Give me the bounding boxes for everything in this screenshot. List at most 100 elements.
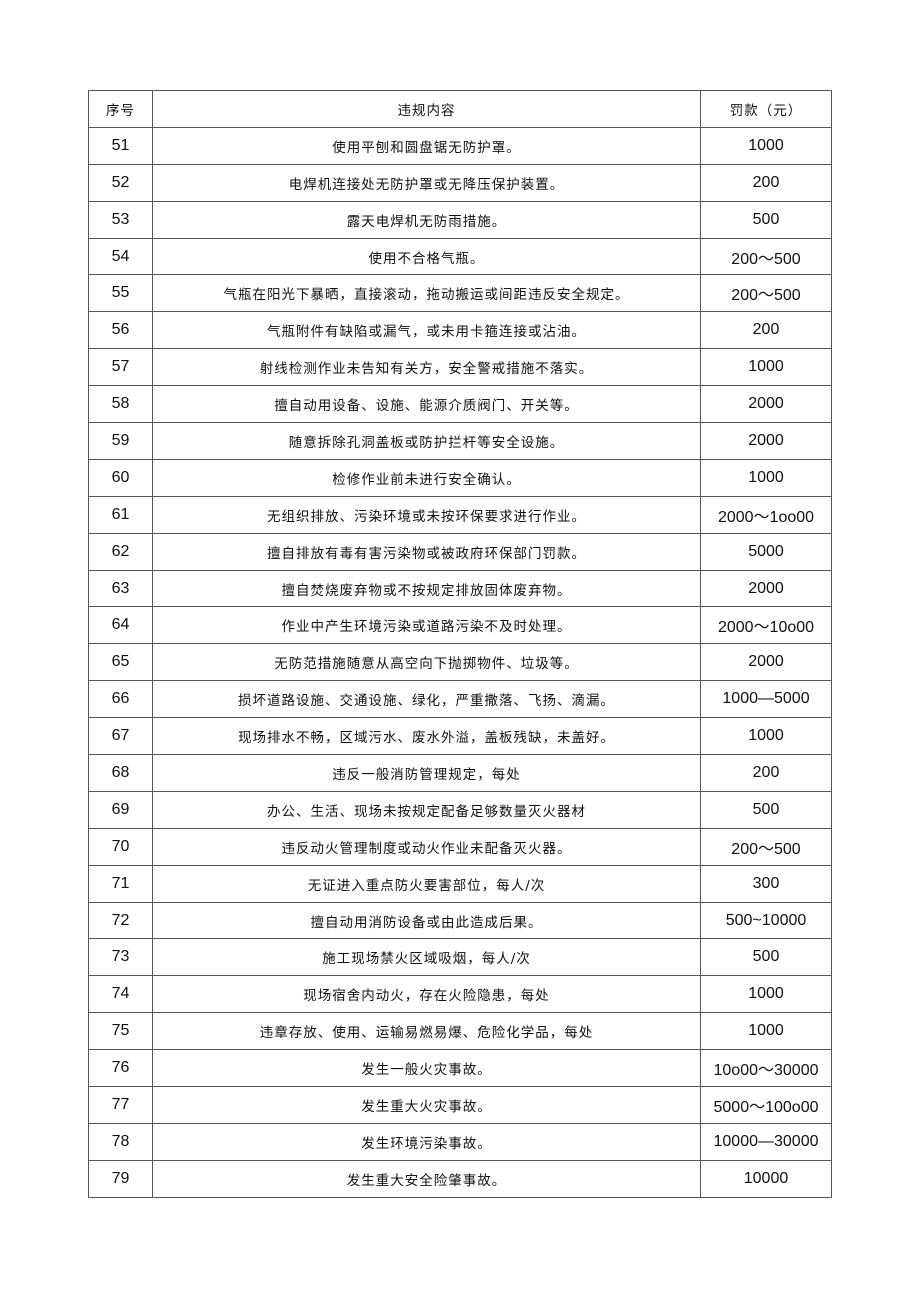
table-row: 53 露天电焊机无防雨措施。 500: [88, 200, 832, 239]
row-violation: 气瓶在阳光下暴晒，直接滚动，拖动搬运或间距违反安全规定。: [152, 274, 701, 313]
row-fine: 500~10000: [700, 901, 832, 940]
row-violation: 发生一般火灾事故。: [152, 1049, 701, 1088]
table-row: 56 气瓶附件有缺陷或漏气，或未用卡箍连接或沾油。 200: [88, 311, 832, 350]
row-fine: 200: [700, 754, 832, 792]
row-fine: 200: [700, 163, 832, 202]
row-index: 60: [88, 458, 153, 497]
row-violation: 电焊机连接处无防护罩或无降压保护装置。: [152, 163, 701, 202]
table-row: 66 损坏道路设施、交通设施、绿化，严重撒落、飞扬、滴漏。 1000—5000: [88, 680, 832, 719]
row-fine: 2000: [700, 385, 832, 424]
table-row: 61 无组织排放、污染环境或未按环保要求进行作业。 2000～1oo00: [88, 495, 832, 534]
row-index: 59: [88, 422, 153, 460]
header-violation: 违规内容: [152, 90, 701, 128]
table-row: 73 施工现场禁火区域吸烟，每人/次 500: [88, 938, 832, 977]
row-index: 67: [88, 717, 153, 756]
row-fine: 2000: [700, 422, 832, 460]
row-violation: 发生重大火灾事故。: [152, 1086, 701, 1124]
row-index: 73: [88, 938, 153, 977]
row-index: 55: [88, 274, 153, 313]
table-row: 52 电焊机连接处无防护罩或无降压保护装置。 200: [88, 163, 832, 202]
table-row: 72 擅自动用消防设备或由此造成后果。 500~10000: [88, 901, 832, 940]
table-row: 54 使用不合格气瓶。 200～500: [88, 237, 832, 276]
row-fine: 300: [700, 864, 832, 903]
row-fine: 1000: [700, 348, 832, 387]
header-index: 序号: [88, 90, 153, 128]
row-index: 53: [88, 200, 153, 239]
table-row: 71 无证进入重点防火要害部位，每人/次 300: [88, 864, 832, 903]
row-fine: 200～500: [700, 274, 832, 313]
row-index: 66: [88, 680, 153, 719]
row-violation: 使用平刨和圆盘锯无防护罩。: [152, 126, 701, 165]
table-row: 59 随意拆除孔洞盖板或防护拦杆等安全设施。 2000: [88, 422, 832, 460]
table-row: 51 使用平刨和圆盘锯无防护罩。 1000: [88, 126, 832, 165]
row-fine: 5000: [700, 532, 832, 571]
table-row: 60 检修作业前未进行安全确认。 1000: [88, 458, 832, 497]
row-violation: 发生环境污染事故。: [152, 1122, 701, 1161]
row-index: 76: [88, 1049, 153, 1088]
row-fine: 500: [700, 790, 832, 829]
row-violation: 无防范措施随意从高空向下抛掷物件、垃圾等。: [152, 643, 701, 682]
row-violation: 擅自排放有毒有害污染物或被政府环保部门罚款。: [152, 532, 701, 571]
row-fine: 2000～10o00: [700, 606, 832, 645]
row-violation: 无证进入重点防火要害部位，每人/次: [152, 864, 701, 903]
row-fine: 200: [700, 311, 832, 350]
row-fine: 10000: [700, 1159, 832, 1198]
row-violation: 擅自动用消防设备或由此造成后果。: [152, 901, 701, 940]
table-row: 69 办公、生活、现场未按规定配备足够数量灭火器材 500: [88, 790, 832, 829]
row-index: 75: [88, 1012, 153, 1051]
row-violation: 发生重大安全险肇事故。: [152, 1159, 701, 1198]
table-row: 74 现场宿舍内动火，存在火险隐患，每处 1000: [88, 975, 832, 1014]
table-row: 63 擅自焚烧废弃物或不按规定排放固体废弃物。 2000: [88, 569, 832, 608]
row-index: 61: [88, 495, 153, 534]
table-row: 76 发生一般火灾事故。 10o00～30000: [88, 1049, 832, 1088]
table-row: 58 擅自动用设备、设施、能源介质阀门、开关等。 2000: [88, 385, 832, 424]
row-fine: 1000: [700, 458, 832, 497]
row-index: 79: [88, 1159, 153, 1198]
table-row: 75 违章存放、使用、运输易燃易爆、危险化学品，每处 1000: [88, 1012, 832, 1051]
row-fine: 2000～1oo00: [700, 495, 832, 534]
row-index: 72: [88, 901, 153, 940]
row-violation: 违反动火管理制度或动火作业未配备灭火器。: [152, 827, 701, 866]
row-fine: 5000～100o00: [700, 1086, 832, 1124]
table-row: 79 发生重大安全险肇事故。 10000: [88, 1159, 832, 1198]
row-violation: 违反一般消防管理规定，每处: [152, 754, 701, 792]
row-index: 70: [88, 827, 153, 866]
row-violation: 射线检测作业未告知有关方，安全警戒措施不落实。: [152, 348, 701, 387]
table-row: 77 发生重大火灾事故。 5000～100o00: [88, 1086, 832, 1124]
row-violation: 使用不合格气瓶。: [152, 237, 701, 276]
row-violation: 违章存放、使用、运输易燃易爆、危险化学品，每处: [152, 1012, 701, 1051]
table-row: 64 作业中产生环境污染或道路污染不及时处理。 2000～10o00: [88, 606, 832, 645]
table-row: 67 现场排水不畅，区域污水、废水外溢，盖板残缺，未盖好。 1000: [88, 717, 832, 756]
row-fine: 1000: [700, 975, 832, 1014]
penalty-table: 序号 违规内容 罚款（元） 51 使用平刨和圆盘锯无防护罩。 1000 52 电焊机连接…: [88, 90, 832, 1198]
row-fine: 1000: [700, 717, 832, 756]
row-violation: 露天电焊机无防雨措施。: [152, 200, 701, 239]
row-index: 77: [88, 1086, 153, 1124]
row-violation: 检修作业前未进行安全确认。: [152, 458, 701, 497]
table-row: 70 违反动火管理制度或动火作业未配备灭火器。 200～500: [88, 827, 832, 866]
table-row: 57 射线检测作业未告知有关方，安全警戒措施不落实。 1000: [88, 348, 832, 387]
row-index: 51: [88, 126, 153, 165]
row-index: 64: [88, 606, 153, 645]
table-row: 62 擅自排放有毒有害污染物或被政府环保部门罚款。 5000: [88, 532, 832, 571]
table-row: 68 违反一般消防管理规定，每处 200: [88, 754, 832, 792]
row-fine: 10o00～30000: [700, 1049, 832, 1088]
row-index: 68: [88, 754, 153, 792]
row-index: 69: [88, 790, 153, 829]
row-fine: 10000—30000: [700, 1122, 832, 1161]
row-index: 71: [88, 864, 153, 903]
row-index: 58: [88, 385, 153, 424]
row-index: 78: [88, 1122, 153, 1161]
row-index: 52: [88, 163, 153, 202]
row-index: 57: [88, 348, 153, 387]
row-fine: 200～500: [700, 237, 832, 276]
row-fine: 500: [700, 938, 832, 977]
row-index: 74: [88, 975, 153, 1014]
row-index: 65: [88, 643, 153, 682]
table-row: 55 气瓶在阳光下暴晒，直接滚动，拖动搬运或间距违反安全规定。 200～500: [88, 274, 832, 313]
table-header-row: 序号 违规内容 罚款（元）: [88, 90, 832, 128]
row-index: 54: [88, 237, 153, 276]
row-violation: 作业中产生环境污染或道路污染不及时处理。: [152, 606, 701, 645]
row-index: 62: [88, 532, 153, 571]
row-fine: 200～500: [700, 827, 832, 866]
